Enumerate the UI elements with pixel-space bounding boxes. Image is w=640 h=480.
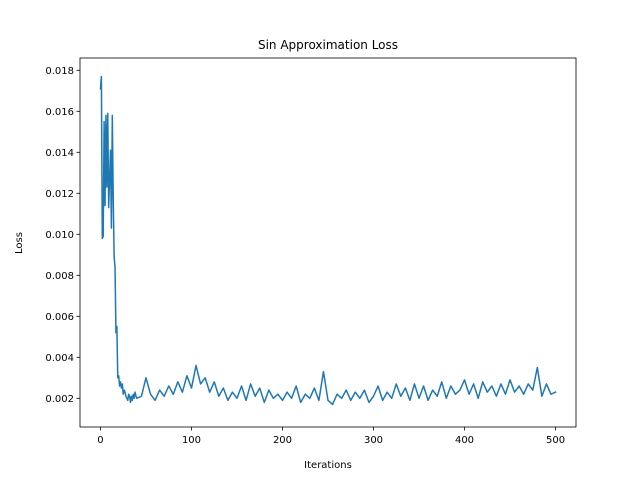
y-axis: 0.002 0.004 0.006 0.008 0.010 0.012 0.014 0.016… xyxy=(45,66,80,405)
x-tick-label: 200 xyxy=(273,435,292,446)
x-axis: 0 100 200 300 400 500 xyxy=(97,427,565,446)
y-tick-label: 0.006 xyxy=(45,312,74,323)
y-tick-label: 0.012 xyxy=(45,189,74,200)
chart-title: Sin Approximation Loss xyxy=(258,38,398,52)
axes-frame xyxy=(79,57,577,428)
y-tick-label: 0.002 xyxy=(45,394,74,405)
y-axis-label: Loss xyxy=(14,232,25,254)
y-tick-label: 0.004 xyxy=(45,353,74,364)
plot-area xyxy=(99,75,557,406)
y-tick-label: 0.008 xyxy=(45,271,74,282)
x-tick-label: 500 xyxy=(546,435,565,446)
x-axis-label: Iterations xyxy=(304,460,352,471)
y-tick-label: 0.016 xyxy=(45,107,74,118)
x-tick-label: 0 xyxy=(97,435,103,446)
x-tick-label: 300 xyxy=(364,435,383,446)
y-tick-label: 0.014 xyxy=(45,148,74,159)
x-tick-label: 400 xyxy=(455,435,474,446)
x-tick-label: 100 xyxy=(182,435,201,446)
loss-series-line xyxy=(99,75,557,406)
y-tick-label: 0.010 xyxy=(45,230,74,241)
y-tick-label: 0.018 xyxy=(45,66,74,77)
